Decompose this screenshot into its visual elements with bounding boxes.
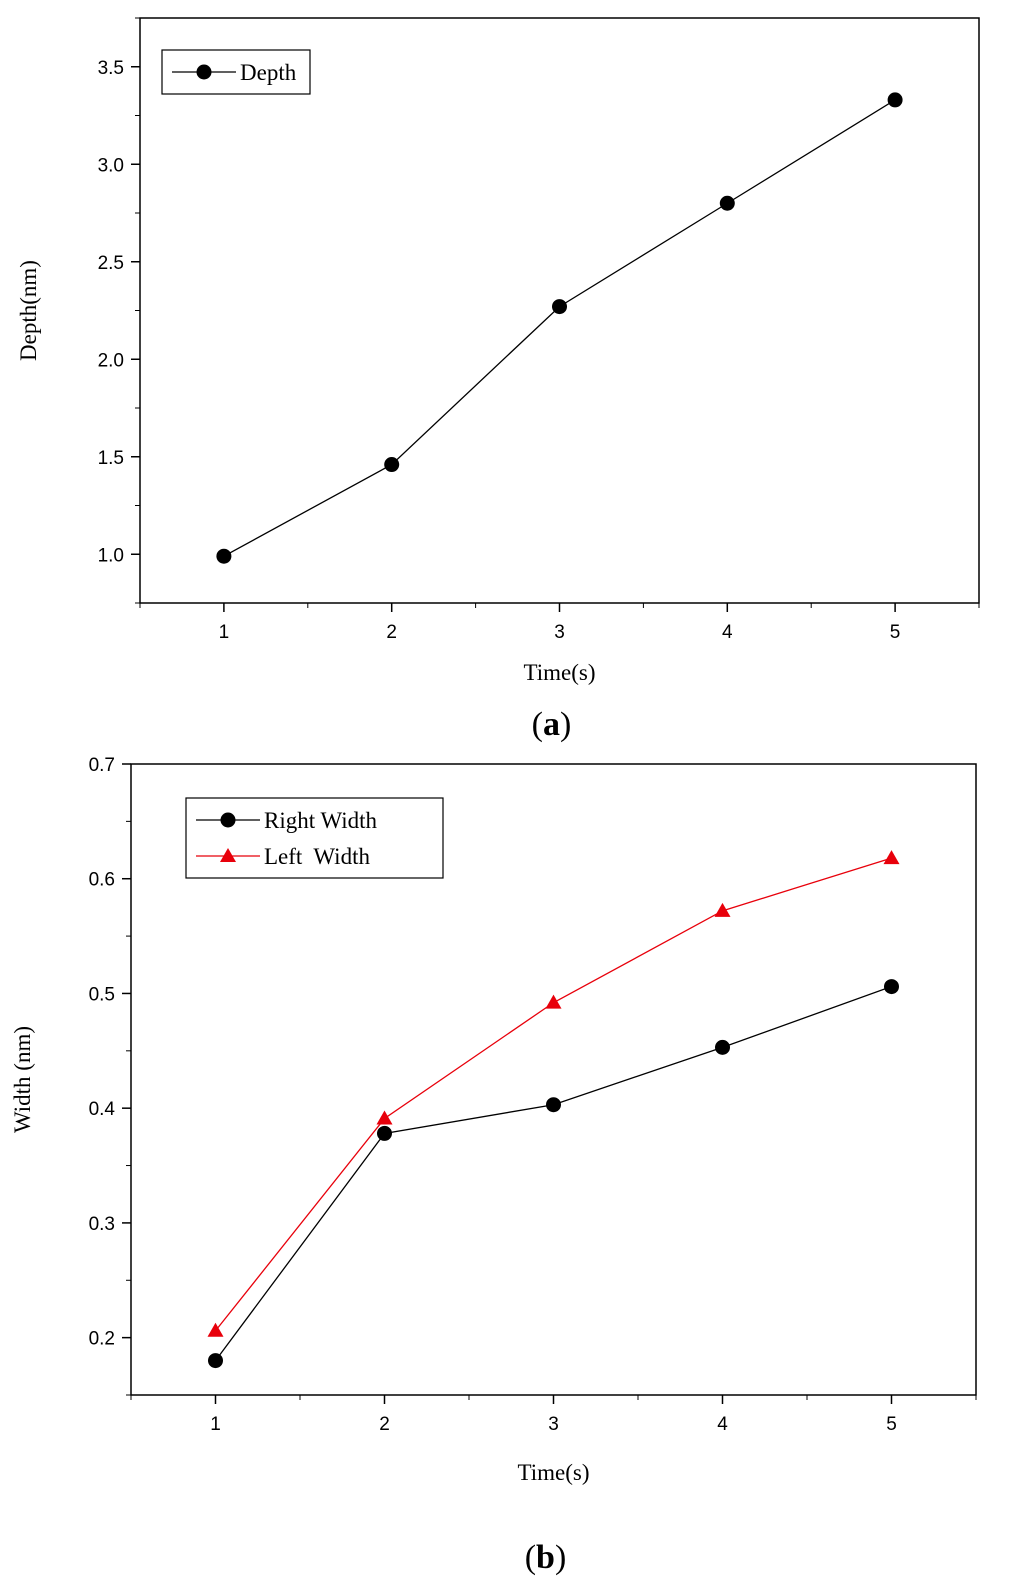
data-point [887,92,903,108]
x-tick-label: 4 [722,622,733,643]
data-point [884,979,899,995]
data-point [714,902,731,917]
x-tick-label: 2 [379,1414,390,1435]
panel-label: (b) [525,1539,567,1576]
chart-panel-a: 1 2 3 4 5 1.0 1.5 2.0 2.5 3.0 3.5 Time(s) Depth(nm) D… [16,17,980,743]
y-tick-label: 3.5 [98,58,124,79]
data-point [545,994,562,1009]
x-axis-title: Time(s) [518,1460,590,1485]
x-tick-label: 3 [548,1414,559,1435]
data-point [376,1110,393,1125]
y-tick-label: 2.0 [98,350,124,371]
panel-label: (a) [532,706,572,743]
data-point [546,1097,561,1113]
y-tick-label: 1.0 [98,545,124,566]
series-line [223,99,896,557]
x-tick-label: 1 [210,1414,221,1435]
data-point [552,299,567,315]
legend-marker [220,848,236,862]
x-tick-label: 4 [717,1414,728,1435]
series-line [214,985,892,1361]
x-tick-label: 5 [890,622,901,643]
data-point [207,1322,224,1337]
y-tick-label: 0.7 [89,755,115,776]
legend-box [185,797,444,879]
data-point [216,548,232,564]
data-point [377,1125,392,1141]
y-tick-label: 2.5 [98,253,124,274]
y-tick-label: 3.0 [98,155,124,176]
y-axis-title: Width (nm) [10,1026,35,1133]
data-point [715,1039,730,1055]
x-tick-label: 5 [886,1414,897,1435]
series-line [214,857,892,1332]
y-tick-label: 0.5 [89,984,115,1005]
x-tick-label: 2 [386,622,397,643]
y-tick-label: 0.6 [89,870,115,891]
y-tick-label: 0.2 [89,1329,115,1350]
y-tick-label: 1.5 [98,448,124,469]
legend-label: Left Width [264,844,370,869]
legend-label: Depth [240,60,297,85]
x-tick-label: 1 [219,622,230,643]
y-axis-title: Depth(nm) [16,260,41,361]
data-point [883,850,900,865]
legend-marker [196,64,212,80]
chart-panel-b: 1 2 3 4 5 0.2 0.3 0.4 0.5 0.6 0.7 Time(s) Width (nm)… [10,755,977,1576]
legend-label: Right Width [264,808,378,833]
y-tick-label: 0.4 [89,1099,116,1120]
legend-marker [220,812,236,828]
y-tick-label: 0.3 [89,1214,115,1235]
data-point [384,457,400,473]
data-point [719,195,735,211]
x-tick-label: 3 [554,622,565,643]
x-axis-title: Time(s) [524,660,596,685]
data-point [208,1353,223,1369]
